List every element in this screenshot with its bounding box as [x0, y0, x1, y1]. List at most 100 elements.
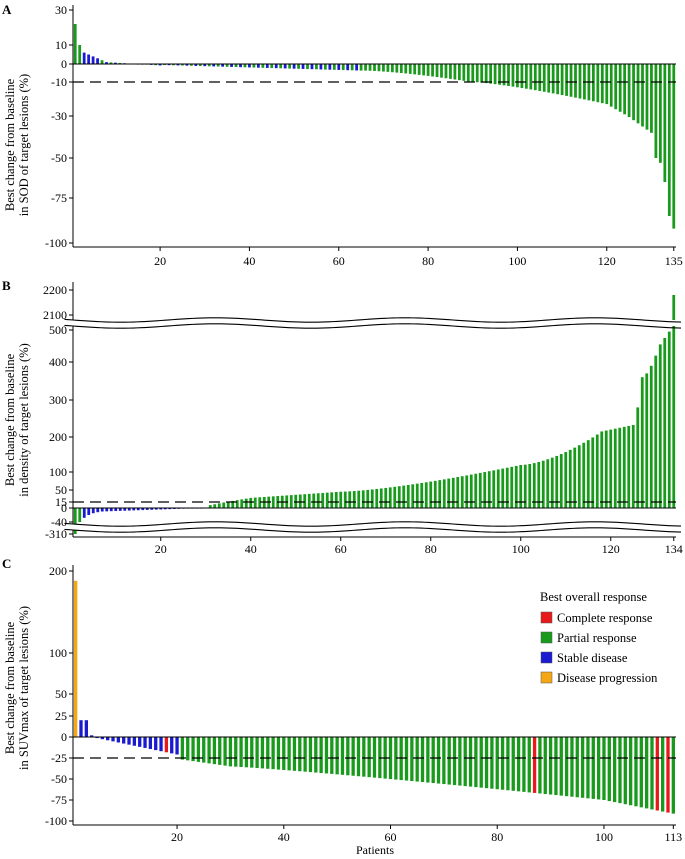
bar — [370, 489, 374, 508]
x-tick-label: 60 — [385, 830, 397, 844]
bar — [298, 494, 302, 508]
bar — [447, 737, 451, 785]
bar — [150, 508, 154, 510]
bar — [221, 64, 225, 67]
y-tick-label: 25 — [55, 709, 67, 723]
bar — [307, 493, 311, 508]
bar — [303, 494, 307, 508]
bar — [524, 64, 528, 89]
bar — [253, 497, 257, 508]
x-tick-label: 120 — [598, 254, 616, 268]
bar — [382, 64, 385, 72]
bar — [422, 64, 426, 76]
bar — [154, 737, 158, 751]
x-tick-label: 134 — [665, 542, 683, 556]
bar — [316, 493, 320, 508]
y-tick-label: -25 — [51, 751, 67, 765]
bar — [91, 508, 95, 514]
bar — [627, 425, 631, 508]
bar — [462, 64, 466, 81]
bar — [176, 64, 180, 66]
axis-break-band — [65, 320, 684, 326]
panel-a-ylabel-line2: in SOD of target lesions (%) — [17, 74, 31, 216]
y-tick-label: 50 — [55, 483, 67, 497]
x-tick-label: 113 — [665, 830, 683, 844]
bar — [390, 64, 394, 73]
x-tick-label: 40 — [278, 830, 290, 844]
bar — [239, 737, 243, 767]
bar — [337, 64, 341, 70]
y-tick-label: 100 — [49, 465, 67, 479]
bar — [596, 64, 600, 103]
bar — [106, 737, 110, 741]
bar — [377, 64, 381, 72]
y-tick-label: -100 — [45, 814, 67, 828]
bar — [490, 737, 494, 789]
panel-letter-c: C — [2, 556, 11, 571]
y-tick-label: -50 — [51, 151, 67, 165]
bar — [671, 737, 675, 814]
bar — [564, 452, 568, 508]
bar — [582, 442, 586, 508]
y-tick-label: 300 — [49, 393, 67, 407]
bar — [658, 64, 662, 163]
legend-swatch-partial-response — [540, 631, 553, 644]
bar — [406, 484, 410, 508]
bar — [118, 508, 122, 511]
bar — [522, 737, 526, 792]
bar — [256, 64, 260, 68]
bar — [222, 502, 226, 508]
legend: Best overall response Complete response … — [540, 590, 658, 685]
x-tick-label: 40 — [245, 542, 257, 556]
bar — [574, 64, 577, 98]
bar — [447, 478, 451, 508]
x-tick-label: 80 — [491, 830, 503, 844]
bar — [330, 492, 334, 508]
y-tick-label: -100 — [45, 236, 67, 250]
bar — [158, 64, 162, 66]
panel-letter-a: A — [2, 2, 12, 17]
bar — [607, 737, 611, 802]
bar — [399, 64, 403, 74]
bar — [74, 580, 78, 737]
bar — [216, 64, 220, 67]
x-tick-label: 100 — [508, 254, 526, 268]
bar — [334, 492, 338, 508]
bar — [554, 737, 558, 796]
bar — [426, 737, 430, 783]
bar — [394, 737, 398, 780]
bar — [78, 508, 82, 522]
bar — [596, 737, 601, 800]
bar — [346, 737, 350, 776]
bar — [404, 64, 408, 74]
bar — [191, 737, 195, 762]
bar — [469, 474, 473, 508]
bar — [175, 737, 179, 755]
bar — [283, 64, 287, 69]
y-tick-label: 500 — [49, 323, 67, 337]
bar — [516, 737, 521, 792]
bar — [627, 64, 631, 118]
bar — [649, 365, 653, 508]
bar — [451, 477, 455, 508]
bar — [312, 493, 316, 508]
bar — [532, 737, 537, 793]
y-tick-label: 0 — [61, 501, 67, 515]
bar — [297, 64, 300, 69]
bar — [474, 737, 478, 788]
bar — [424, 482, 428, 508]
bar — [591, 737, 595, 799]
bar — [185, 64, 189, 66]
bar — [100, 737, 105, 740]
bar — [368, 64, 372, 71]
bar — [465, 475, 469, 508]
bar — [501, 468, 505, 508]
bar — [260, 737, 265, 769]
bar — [650, 64, 653, 133]
bar — [602, 737, 606, 800]
bar — [479, 737, 483, 788]
bar — [223, 737, 227, 766]
bar — [250, 737, 254, 768]
bar — [364, 64, 367, 71]
bar — [270, 64, 274, 69]
